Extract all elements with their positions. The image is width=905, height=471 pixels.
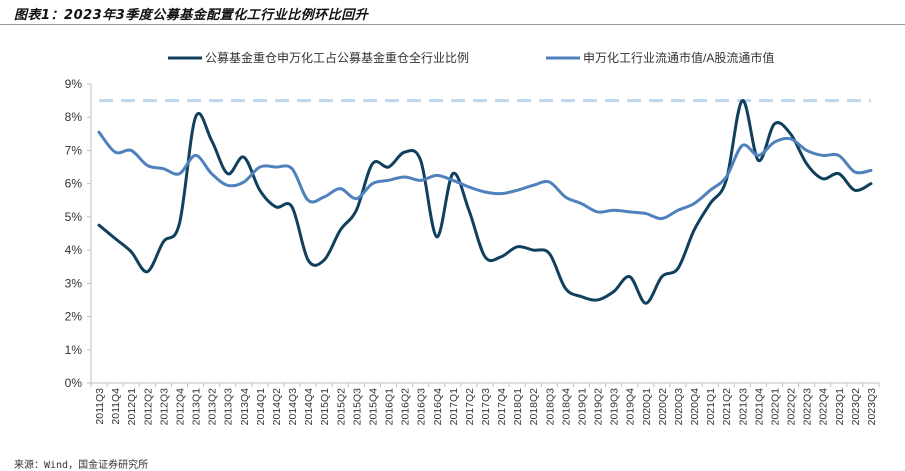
fund-allocation-series bbox=[97, 99, 873, 305]
x-tick-label: 2019Q3 bbox=[609, 388, 621, 426]
series-layer bbox=[97, 99, 873, 305]
x-tick-label: 2020Q2 bbox=[657, 388, 669, 426]
x-tick-label: 2019Q1 bbox=[576, 388, 588, 426]
x-tick-label: 2013Q4 bbox=[239, 388, 251, 426]
y-tick-label: 2% bbox=[65, 310, 83, 324]
x-tick-label: 2021Q3 bbox=[737, 388, 749, 426]
x-tick-label: 2018Q4 bbox=[560, 388, 572, 426]
y-axis: 0% 1% 2% 3% 4% 5% 6% 7% 8% 9% bbox=[65, 77, 92, 390]
source-note: 来源：Wind，国金证券研究所 bbox=[14, 460, 149, 471]
x-tick-label: 2014Q3 bbox=[287, 388, 299, 426]
x-tick-label: 2017Q1 bbox=[448, 388, 460, 426]
y-tick-label: 6% bbox=[65, 177, 83, 191]
x-tick-label: 2021Q1 bbox=[705, 388, 717, 426]
x-tick-label: 2019Q2 bbox=[593, 388, 605, 426]
x-tick-label: 2011Q4 bbox=[110, 388, 122, 425]
chart-legend: 公募基金重仓申万化工占公募基金重仓全行业比例 申万化工行业流通市值/A股流通市值 bbox=[168, 50, 774, 65]
x-tick-label: 2018Q1 bbox=[512, 388, 524, 426]
x-tick-label: 2012Q4 bbox=[174, 388, 186, 426]
y-tick-label: 0% bbox=[65, 376, 83, 390]
x-tick-label: 2013Q2 bbox=[207, 388, 219, 426]
x-tick-label: 2014Q4 bbox=[303, 388, 315, 426]
x-tick-label: 2013Q3 bbox=[223, 388, 235, 426]
x-tick-label: 2018Q3 bbox=[544, 388, 556, 426]
x-tick-label: 2012Q3 bbox=[158, 388, 170, 426]
figure-title: 图表1：2023年3季度公募基金配置化工行业比例环比回升 bbox=[14, 8, 369, 23]
x-tick-label: 2011Q3 bbox=[94, 388, 106, 425]
line-chart: 公募基金重仓申万化工占公募基金重仓全行业比例 申万化工行业流通市值/A股流通市值 … bbox=[65, 50, 880, 426]
x-tick-label: 2022Q4 bbox=[818, 388, 830, 426]
x-tick-label: 2023Q2 bbox=[850, 388, 862, 426]
x-tick-label: 2016Q2 bbox=[400, 388, 412, 426]
x-tick-label: 2017Q4 bbox=[496, 388, 508, 426]
x-tick-label: 2015Q2 bbox=[335, 388, 347, 426]
legend-label: 公募基金重仓申万化工占公募基金重仓全行业比例 bbox=[205, 50, 469, 65]
x-tick-label: 2012Q1 bbox=[126, 388, 138, 426]
x-tick-label: 2022Q2 bbox=[786, 388, 798, 426]
x-tick-label: 2019Q4 bbox=[625, 388, 637, 426]
x-tick-label: 2020Q4 bbox=[689, 388, 701, 426]
x-tick-label: 2023Q3 bbox=[866, 388, 878, 426]
y-tick-label: 1% bbox=[65, 343, 83, 357]
y-tick-label: 8% bbox=[65, 110, 83, 124]
x-tick-label: 2020Q3 bbox=[673, 388, 685, 426]
x-tick-label: 2022Q3 bbox=[802, 388, 814, 426]
y-tick-label: 9% bbox=[65, 77, 83, 91]
x-tick-label: 2017Q3 bbox=[480, 388, 492, 426]
x-tick-label: 2022Q1 bbox=[769, 388, 781, 426]
market-cap-share-series bbox=[97, 130, 873, 221]
x-tick-label: 2014Q1 bbox=[255, 388, 267, 426]
x-tick-label: 2020Q1 bbox=[641, 388, 653, 426]
y-tick-label: 4% bbox=[65, 243, 83, 257]
y-tick-label: 3% bbox=[65, 276, 83, 290]
x-tick-label: 2015Q3 bbox=[351, 388, 363, 426]
x-tick-label: 2013Q1 bbox=[191, 388, 203, 426]
x-tick-label: 2015Q1 bbox=[319, 388, 331, 426]
x-tick-label: 2016Q1 bbox=[384, 388, 396, 426]
x-tick-label: 2021Q4 bbox=[753, 388, 765, 426]
x-tick-label: 2018Q2 bbox=[528, 388, 540, 426]
x-tick-label: 2017Q2 bbox=[464, 388, 476, 426]
x-axis: 2011Q3 2011Q4 2012Q1 2012Q2 2012Q3 2012Q4 2013… bbox=[90, 382, 880, 426]
y-tick-label: 5% bbox=[65, 210, 83, 224]
x-tick-label: 2016Q4 bbox=[432, 388, 444, 426]
x-tick-label: 2015Q4 bbox=[367, 388, 379, 426]
y-tick-label: 7% bbox=[65, 143, 83, 157]
x-tick-label: 2014Q2 bbox=[271, 388, 283, 426]
x-tick-label: 2021Q2 bbox=[721, 388, 733, 426]
x-tick-label: 2016Q3 bbox=[416, 388, 428, 426]
x-tick-label: 2012Q2 bbox=[142, 388, 154, 426]
legend-label: 申万化工行业流通市值/A股流通市值 bbox=[583, 50, 774, 65]
title-divider bbox=[0, 24, 905, 25]
x-tick-label: 2023Q1 bbox=[834, 388, 846, 426]
